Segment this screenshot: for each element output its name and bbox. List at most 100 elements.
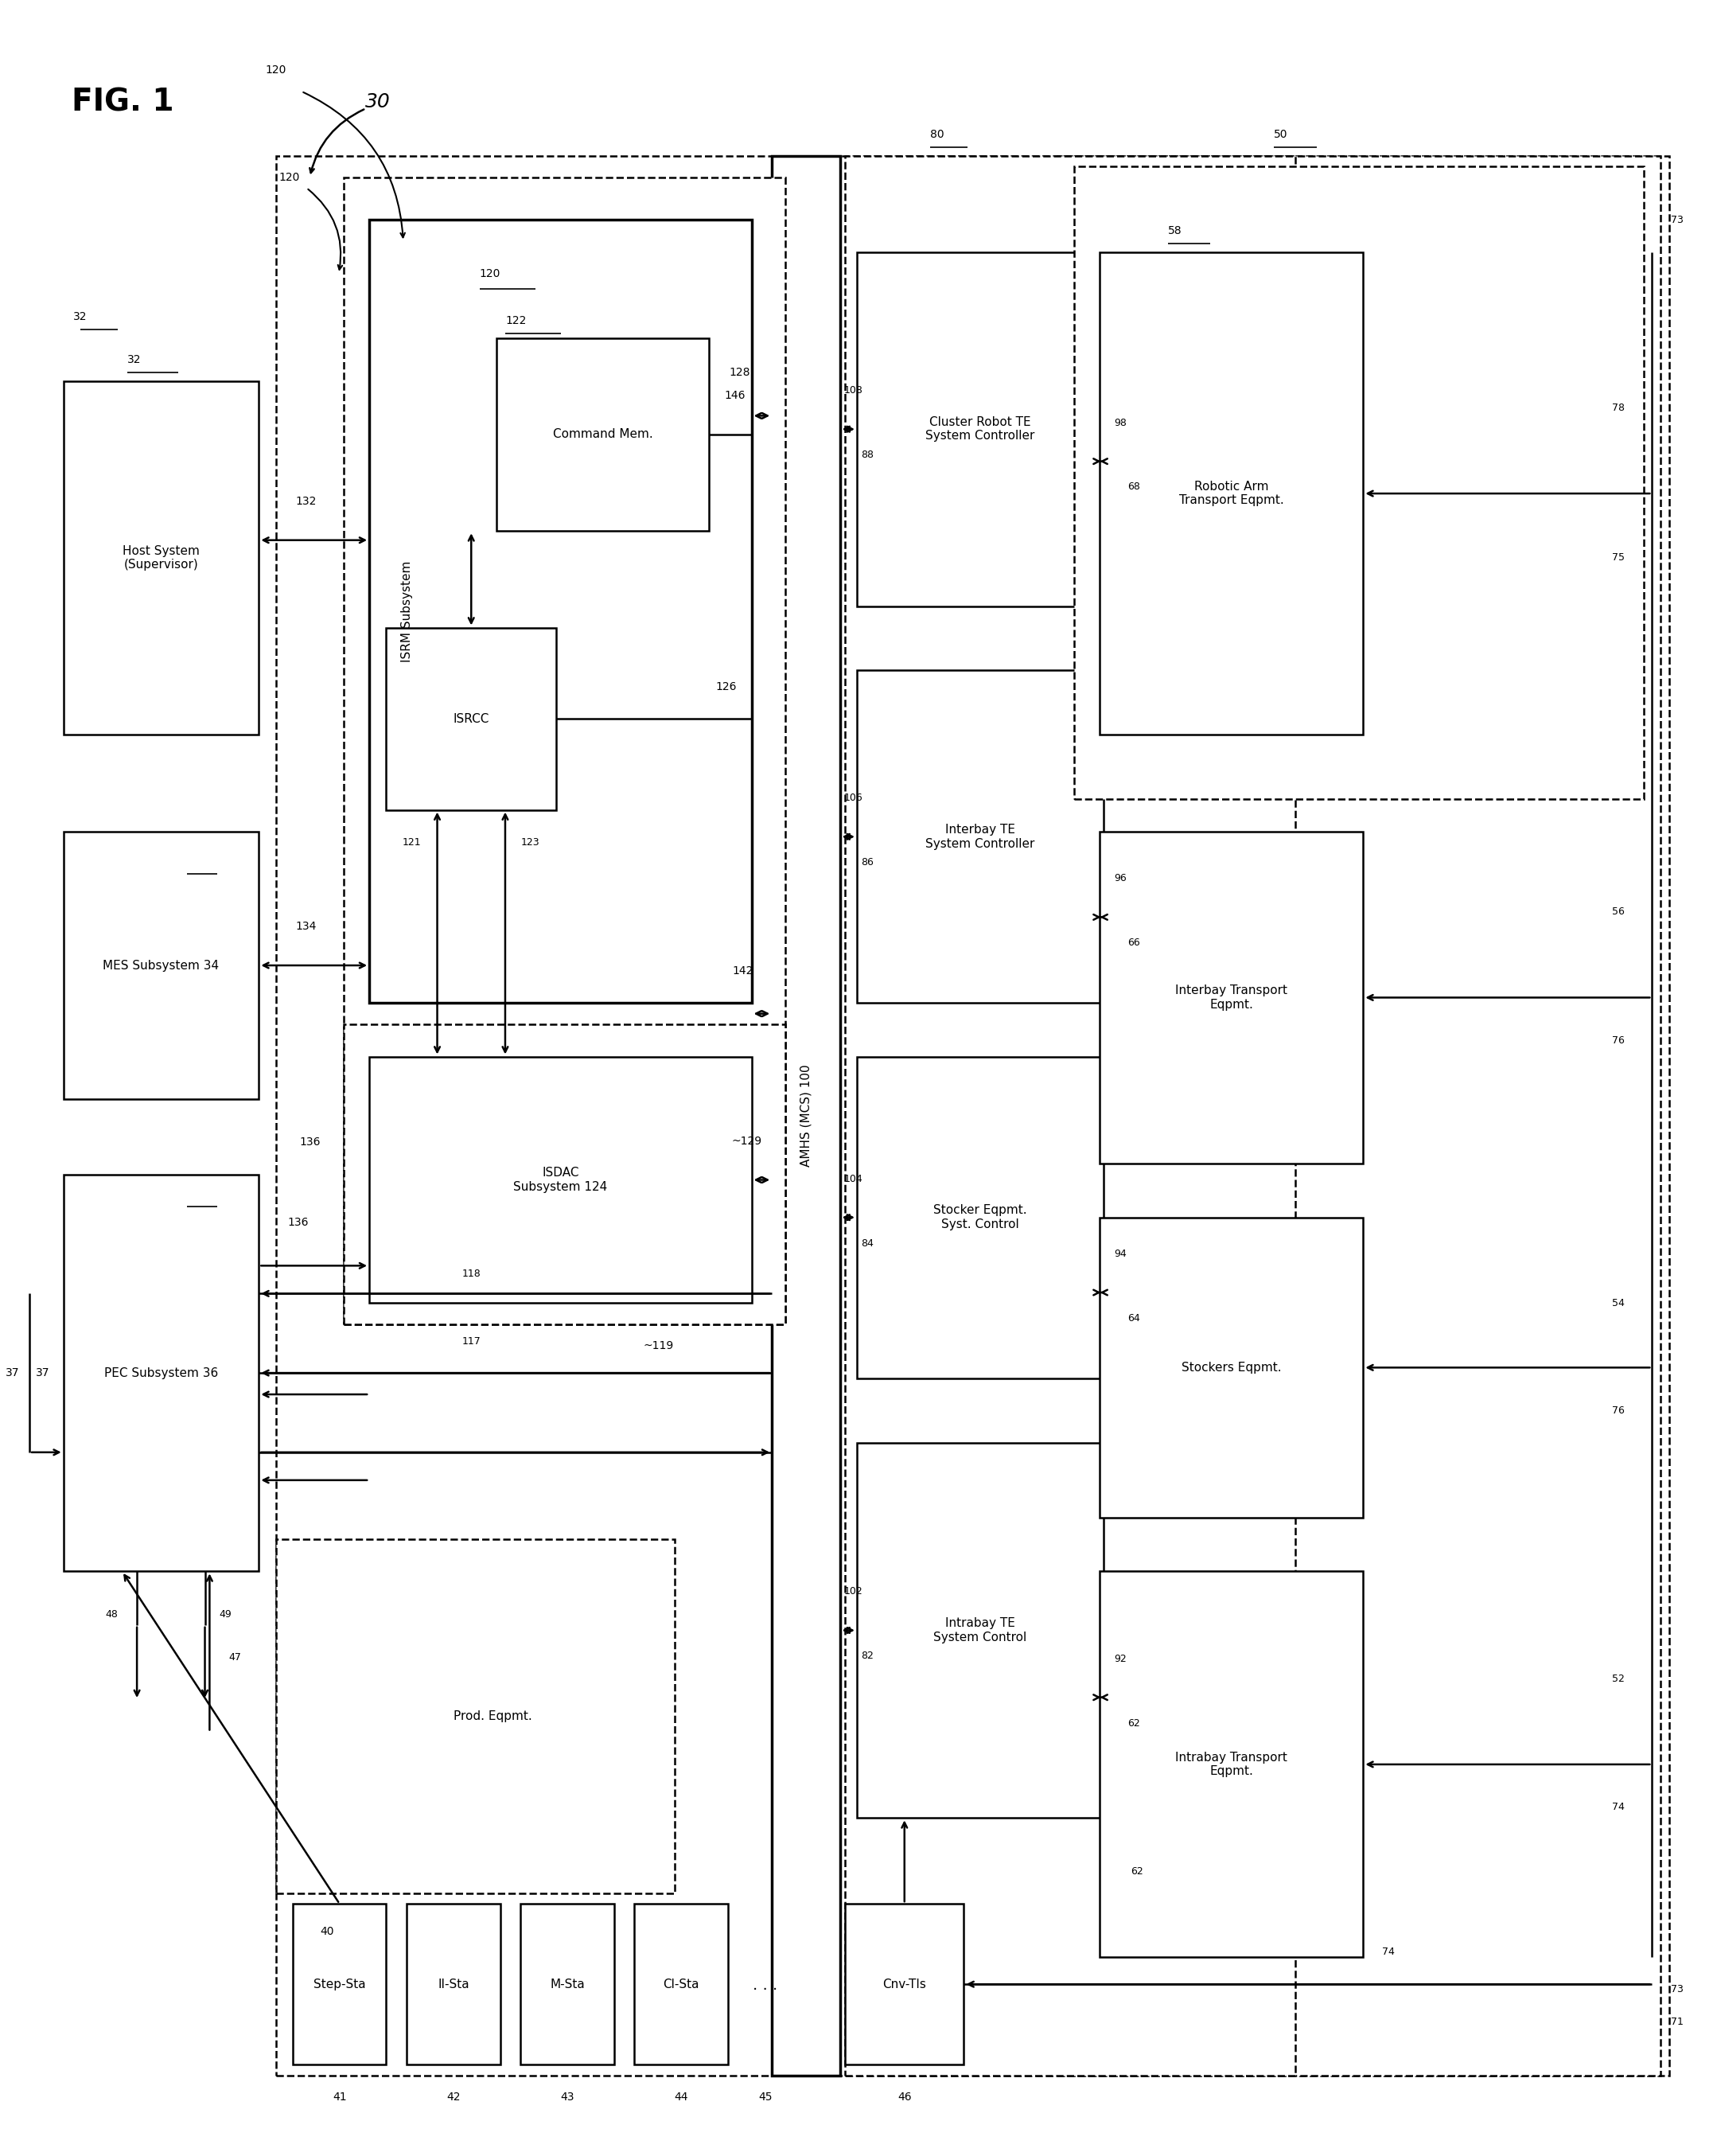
Text: 76: 76: [1612, 1035, 1624, 1046]
Text: 74: 74: [1612, 1802, 1624, 1813]
Bar: [1101, 252, 1363, 735]
Text: 80: 80: [931, 129, 944, 140]
Text: 52: 52: [1612, 1673, 1624, 1684]
Bar: [845, 155, 1295, 2076]
Text: 76: 76: [1612, 1406, 1624, 1416]
Text: 94: 94: [1114, 1248, 1126, 1259]
Text: 120: 120: [266, 65, 287, 75]
Bar: [64, 382, 259, 735]
Text: 104: 104: [845, 1173, 864, 1184]
Text: 78: 78: [1612, 403, 1624, 414]
Text: 46: 46: [898, 2091, 912, 2102]
Text: 128: 128: [730, 367, 750, 379]
Text: 117: 117: [462, 1337, 481, 1345]
Text: 58: 58: [1168, 224, 1181, 237]
Text: ISRM Subsystem: ISRM Subsystem: [400, 561, 412, 662]
Text: PEC Subsystem 36: PEC Subsystem 36: [105, 1367, 218, 1380]
Text: 71: 71: [1671, 2016, 1684, 2027]
Text: 75: 75: [1612, 552, 1624, 563]
Text: 92: 92: [1114, 1654, 1126, 1664]
Bar: [369, 220, 752, 1003]
Text: 123: 123: [522, 837, 541, 847]
Text: 62: 62: [1132, 1867, 1144, 1878]
Text: MES Subsystem 34: MES Subsystem 34: [103, 959, 220, 972]
Bar: [294, 1904, 386, 2065]
Text: 73: 73: [1671, 1984, 1684, 1994]
Text: 121: 121: [402, 837, 421, 847]
Bar: [64, 1175, 259, 1572]
Text: 43: 43: [560, 2091, 573, 2102]
Text: M-Sta: M-Sta: [549, 1979, 584, 1990]
Text: 126: 126: [716, 681, 737, 692]
Bar: [857, 671, 1104, 1003]
Text: 108: 108: [845, 386, 864, 397]
Text: 64: 64: [1128, 1313, 1140, 1324]
Bar: [386, 627, 556, 811]
Text: 32: 32: [74, 310, 88, 321]
Bar: [64, 832, 259, 1100]
Bar: [1101, 1572, 1363, 1958]
Text: Command Mem.: Command Mem.: [553, 429, 652, 440]
Bar: [1075, 166, 1643, 800]
Bar: [1101, 832, 1363, 1164]
Text: II-Sta: II-Sta: [438, 1979, 469, 1990]
Text: . . .: . . .: [752, 1977, 778, 1992]
Text: 62: 62: [1128, 1718, 1140, 1729]
Bar: [343, 177, 785, 1324]
Text: Interbay TE
System Controller: Interbay TE System Controller: [925, 824, 1035, 849]
Bar: [520, 1904, 615, 2065]
Text: 30: 30: [366, 93, 390, 112]
Text: Stocker Eqpmt.
Syst. Control: Stocker Eqpmt. Syst. Control: [934, 1205, 1027, 1231]
Text: Stockers Eqpmt.: Stockers Eqpmt.: [1181, 1363, 1281, 1373]
Text: 37: 37: [5, 1367, 19, 1378]
Text: 122: 122: [505, 315, 525, 326]
Text: 84: 84: [860, 1238, 874, 1248]
Text: 74: 74: [1382, 1947, 1394, 1958]
Text: FIG. 1: FIG. 1: [72, 86, 173, 116]
Bar: [1101, 1218, 1363, 1518]
Bar: [857, 1442, 1104, 1818]
Text: 102: 102: [845, 1587, 864, 1598]
Text: ~129: ~129: [731, 1136, 762, 1147]
Text: 41: 41: [333, 2091, 347, 2102]
Text: 37: 37: [36, 1367, 50, 1378]
Text: ISDAC
Subsystem 124: ISDAC Subsystem 124: [513, 1166, 608, 1192]
Bar: [276, 155, 1669, 2076]
Text: 49: 49: [220, 1608, 232, 1619]
Text: 132: 132: [295, 496, 318, 507]
Text: 44: 44: [675, 2091, 689, 2102]
Text: 120: 120: [278, 172, 300, 183]
Bar: [276, 1539, 675, 1893]
Text: Intrabay Transport
Eqpmt.: Intrabay Transport Eqpmt.: [1176, 1751, 1288, 1777]
Bar: [773, 155, 840, 2076]
Text: 45: 45: [759, 2091, 773, 2102]
Text: 136: 136: [287, 1218, 309, 1229]
Bar: [343, 1024, 785, 1324]
Text: 47: 47: [228, 1651, 242, 1662]
Text: 86: 86: [860, 858, 874, 867]
Text: AMHS (MCS) 100: AMHS (MCS) 100: [800, 1065, 812, 1166]
Text: Interbay Transport
Eqpmt.: Interbay Transport Eqpmt.: [1176, 985, 1288, 1011]
Text: 136: 136: [299, 1136, 321, 1147]
Text: 50: 50: [1274, 129, 1288, 140]
Bar: [1058, 155, 1660, 2076]
Text: 106: 106: [845, 793, 864, 804]
Text: 142: 142: [733, 966, 754, 977]
Text: Cl-Sta: Cl-Sta: [663, 1979, 699, 1990]
Text: 56: 56: [1612, 906, 1624, 916]
Text: 118: 118: [462, 1268, 481, 1279]
Text: Cluster Robot TE
System Controller: Cluster Robot TE System Controller: [925, 416, 1035, 442]
Text: 82: 82: [860, 1651, 874, 1662]
Bar: [857, 1056, 1104, 1378]
Text: 40: 40: [319, 1925, 333, 1938]
Bar: [407, 1904, 500, 2065]
Text: Robotic Arm
Transport Eqpmt.: Robotic Arm Transport Eqpmt.: [1180, 481, 1284, 507]
Bar: [857, 252, 1104, 606]
Bar: [496, 338, 709, 530]
Text: 146: 146: [725, 390, 745, 401]
Text: ISRCC: ISRCC: [453, 714, 489, 724]
Text: Intrabay TE
System Control: Intrabay TE System Control: [934, 1617, 1027, 1643]
Text: 66: 66: [1128, 938, 1140, 949]
Text: 48: 48: [105, 1608, 118, 1619]
Bar: [634, 1904, 728, 2065]
